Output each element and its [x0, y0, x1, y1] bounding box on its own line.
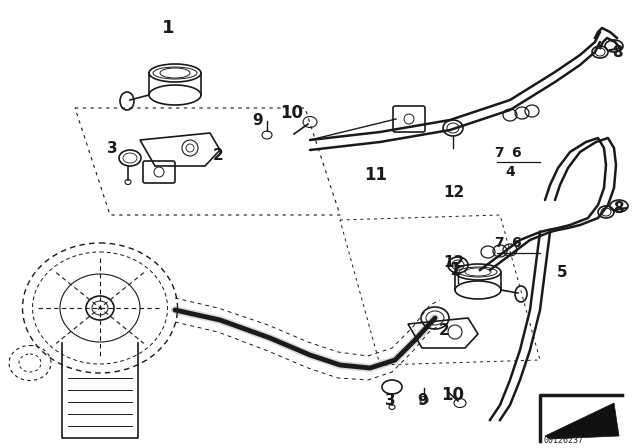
- Text: 8: 8: [612, 201, 623, 215]
- Text: 5: 5: [557, 264, 567, 280]
- Text: 10: 10: [280, 104, 303, 122]
- Text: 1: 1: [449, 261, 461, 279]
- Text: 7: 7: [494, 146, 504, 160]
- Text: 8: 8: [612, 44, 622, 60]
- Text: 3: 3: [385, 392, 396, 408]
- Text: 9: 9: [418, 392, 428, 408]
- Text: 6: 6: [511, 146, 521, 160]
- Text: 10: 10: [442, 386, 465, 404]
- Text: 11: 11: [365, 166, 387, 184]
- Text: 7: 7: [494, 236, 504, 250]
- Text: 2: 2: [212, 147, 223, 163]
- Text: 12: 12: [444, 254, 465, 270]
- Text: 4: 4: [505, 165, 515, 179]
- Text: 3: 3: [107, 141, 117, 155]
- Text: 9: 9: [253, 112, 263, 128]
- Polygon shape: [545, 403, 619, 439]
- Text: 12: 12: [444, 185, 465, 199]
- Text: 00126237: 00126237: [544, 436, 584, 445]
- Text: 2: 2: [438, 323, 449, 337]
- Text: 1: 1: [162, 19, 174, 37]
- Text: 6: 6: [511, 236, 521, 250]
